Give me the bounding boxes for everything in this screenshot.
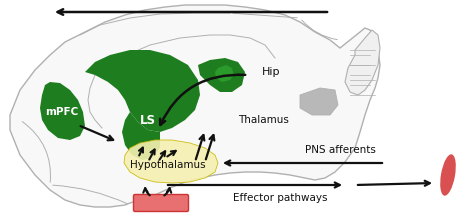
Ellipse shape bbox=[440, 154, 456, 196]
Polygon shape bbox=[122, 112, 160, 160]
Text: Hypothalamus: Hypothalamus bbox=[130, 160, 206, 170]
Polygon shape bbox=[300, 88, 338, 115]
Polygon shape bbox=[124, 140, 218, 183]
Text: PNS afferents: PNS afferents bbox=[305, 145, 375, 155]
Text: Hip: Hip bbox=[262, 67, 281, 77]
Text: Thalamus: Thalamus bbox=[238, 115, 289, 125]
Text: Effector pathways: Effector pathways bbox=[233, 193, 327, 203]
Polygon shape bbox=[10, 5, 380, 207]
Text: LS: LS bbox=[140, 113, 156, 127]
FancyBboxPatch shape bbox=[134, 194, 189, 211]
Text: mPFC: mPFC bbox=[46, 107, 79, 117]
Polygon shape bbox=[345, 30, 380, 95]
Polygon shape bbox=[85, 50, 200, 132]
Polygon shape bbox=[40, 82, 85, 140]
Polygon shape bbox=[215, 65, 234, 82]
Polygon shape bbox=[198, 58, 245, 92]
